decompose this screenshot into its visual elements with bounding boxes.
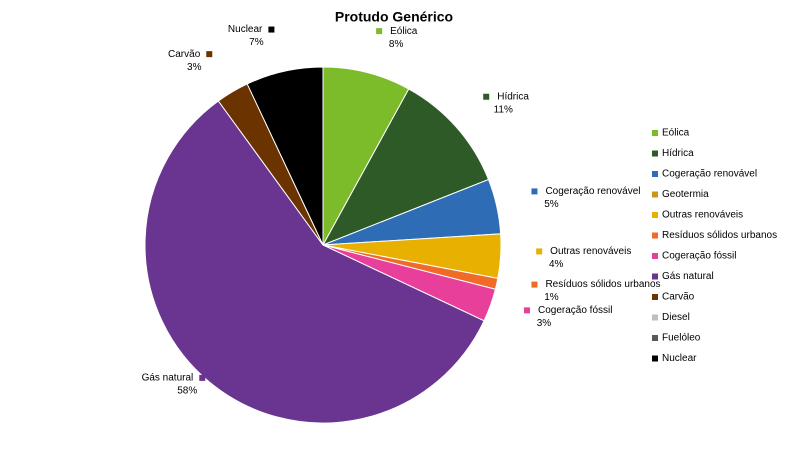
legend-swatch <box>652 232 658 239</box>
legend-swatch <box>652 191 658 198</box>
slice-value: 3% <box>537 318 552 329</box>
legend-label: Carvão <box>662 292 695 303</box>
legend-swatch <box>652 273 658 280</box>
slice-label: Eólica <box>390 26 418 37</box>
legend-label: Gás natural <box>662 271 714 282</box>
legend-swatch <box>652 171 658 177</box>
legend-label: Cogeração fóssil <box>662 251 736 262</box>
slice-label: Nuclear <box>228 24 263 35</box>
label-marker <box>523 307 530 314</box>
legend-swatch <box>652 314 658 321</box>
label-marker <box>199 374 206 381</box>
slice-value: 58% <box>177 386 197 397</box>
legend-label: Nuclear <box>662 353 697 364</box>
legend-label: Hídrica <box>662 148 694 159</box>
slice-label: Cogeração fóssil <box>538 305 612 316</box>
slice-value: 1% <box>544 292 559 303</box>
legend-label: Resíduos sólidos urbanos <box>662 230 777 241</box>
legend-swatch <box>652 335 658 341</box>
label-marker <box>531 188 538 195</box>
slice-label: Resíduos sólidos urbanos <box>545 279 660 290</box>
slice-label: Gás natural <box>142 373 194 384</box>
chart-title: Protudo Genérico <box>335 9 453 25</box>
slice-value: 11% <box>494 104 513 115</box>
slice-label: Hídrica <box>497 91 529 102</box>
pie-slice <box>322 66 410 246</box>
slice-value: 5% <box>544 199 559 210</box>
legend-label: Diesel <box>662 312 690 323</box>
label-marker <box>376 28 383 35</box>
label-marker <box>536 248 543 255</box>
slice-value: 3% <box>187 62 202 73</box>
legend-label: Geotermia <box>662 189 709 200</box>
label-marker <box>531 281 538 288</box>
slice-label: Outras renováveis <box>550 246 631 257</box>
label-marker <box>483 93 490 100</box>
legend-swatch <box>652 294 658 300</box>
slice-value: 4% <box>549 259 564 270</box>
legend-label: Cogeração renovável <box>662 169 757 180</box>
label-marker <box>268 26 275 33</box>
legend-label: Eólica <box>662 128 690 139</box>
legend-swatch <box>652 130 658 136</box>
legend-label: Fuelóleo <box>662 333 701 344</box>
pie-slice <box>321 88 490 246</box>
legend-swatch <box>652 355 658 362</box>
legend-swatch <box>652 212 658 218</box>
slice-value: 8% <box>389 39 404 50</box>
legend-label: Outras renováveis <box>662 210 743 221</box>
slice-label: Carvão <box>168 49 201 60</box>
slice-label: Cogeração renovável <box>545 186 640 197</box>
label-marker <box>206 51 213 58</box>
slice-value: 7% <box>249 37 264 48</box>
legend-swatch <box>652 150 658 157</box>
pie-slice <box>144 100 485 424</box>
pie-slice <box>246 66 324 246</box>
legend-swatch <box>652 253 658 259</box>
